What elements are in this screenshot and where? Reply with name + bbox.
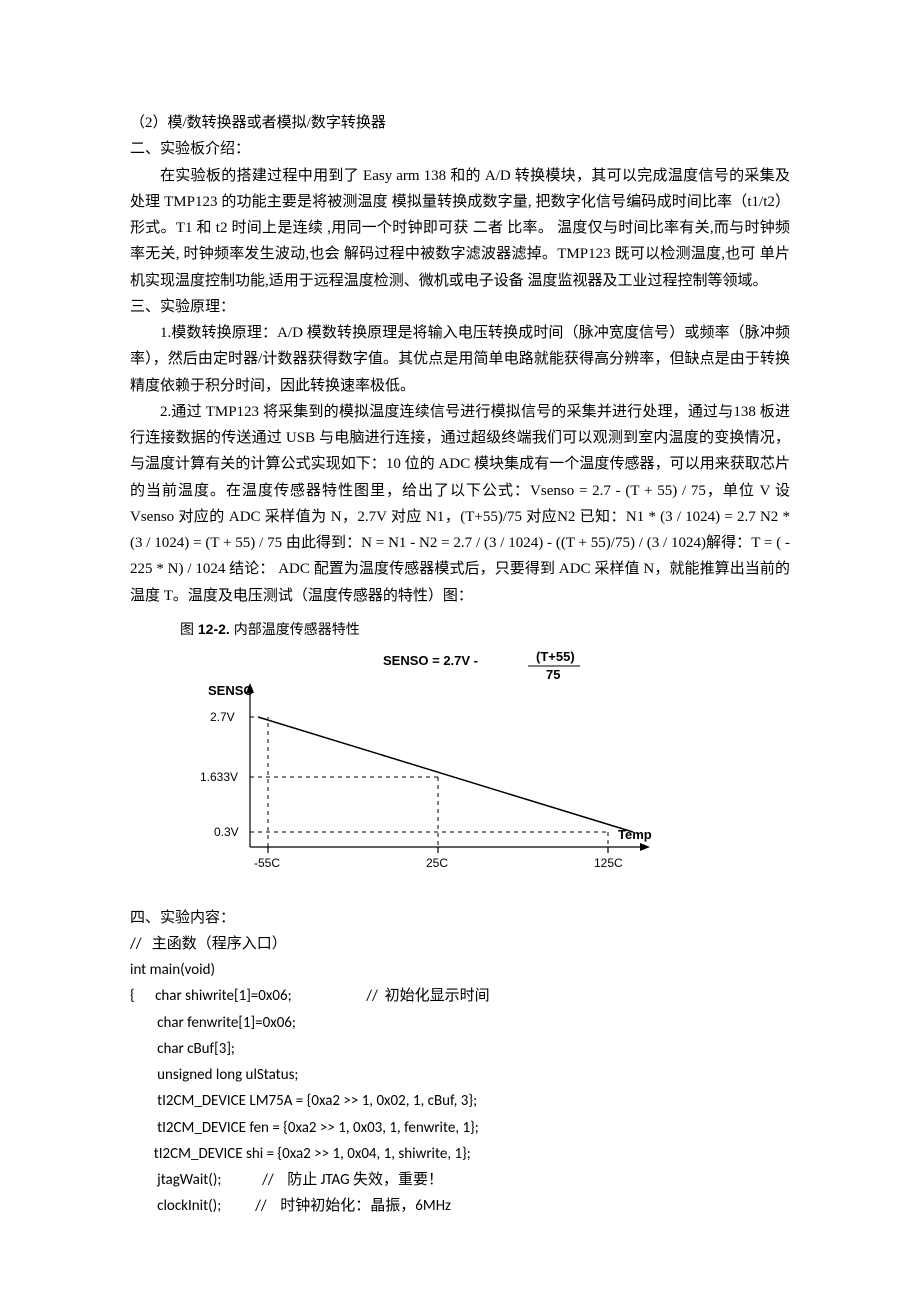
caption-number: 12-2.	[198, 621, 230, 637]
code-line-0: // 主函数（程序入口）	[130, 931, 790, 957]
section-3-p1: 1.模数转换原理：A/D 模数转换原理是将输入电压转换成时间（脉冲宽度信号）或频…	[130, 320, 790, 399]
section-2-title: 二、实验板介绍：	[130, 136, 790, 162]
x-tick-2: 125C	[594, 856, 623, 870]
figure-caption: 图 12-2. 内部温度传感器特性	[180, 617, 790, 642]
y-tick-0: 2.7V	[210, 710, 235, 724]
code-line-8: tI2CM_DEVICE shi = {0xa2 >> 1, 0x04, 1, …	[130, 1141, 790, 1167]
code-line-6: tI2CM_DEVICE LM75A = {0xa2 >> 1, 0x02, 1…	[130, 1088, 790, 1114]
code-line-9: jtagWait(); // 防止 JTAG 失效，重要！	[130, 1167, 790, 1193]
y-axis-label: SENSO	[208, 683, 254, 698]
formula-top: (T+55)	[536, 649, 575, 664]
code-line-7: tI2CM_DEVICE fen = {0xa2 >> 1, 0x03, 1, …	[130, 1115, 790, 1141]
x-tick-0: -55C	[254, 856, 280, 870]
code-line-5: unsigned long ulStatus;	[130, 1062, 790, 1088]
code-line-1: int main(void)	[130, 957, 790, 983]
sensor-chart: SENSO = 2.7V - (T+55) 75 SENSO Temp 2.7V…	[178, 647, 790, 886]
section-4-title: 四、实验内容：	[130, 905, 790, 931]
y-tick-1: 1.633V	[200, 770, 238, 784]
caption-text: 内部温度传感器特性	[230, 621, 360, 637]
formula-left: SENSO = 2.7V -	[383, 653, 478, 668]
code-line-4: char cBuf[3];	[130, 1036, 790, 1062]
code-block: // 主函数（程序入口） int main(void) { char shiwr…	[130, 931, 790, 1220]
x-tick-1: 25C	[426, 856, 448, 870]
section-3-p2: 2.通过 TMP123 将采集到的模拟温度连续信号进行模拟信号的采集并进行处理，…	[130, 399, 790, 609]
code-line-2: { char shiwrite[1]=0x06; // 初始化显示时间	[130, 983, 790, 1009]
sensor-chart-svg: SENSO = 2.7V - (T+55) 75 SENSO Temp 2.7V…	[178, 647, 678, 877]
code-line-3: char fenwrite[1]=0x06;	[130, 1010, 790, 1036]
formula-bot: 75	[546, 667, 560, 682]
data-line	[258, 717, 633, 832]
y-tick-2: 0.3V	[214, 825, 239, 839]
section-2-para: 在实验板的搭建过程中用到了 Easy arm 138 和的 A/D 转换模块，其…	[130, 163, 790, 294]
subpoint-2: （2）模/数转换器或者模拟/数字转换器	[130, 110, 790, 136]
caption-prefix: 图	[180, 621, 198, 637]
section-3-title: 三、实验原理：	[130, 294, 790, 320]
code-line-10: clockInit(); // 时钟初始化：晶振，6MHz	[130, 1193, 790, 1219]
x-axis-arrow	[640, 843, 650, 851]
